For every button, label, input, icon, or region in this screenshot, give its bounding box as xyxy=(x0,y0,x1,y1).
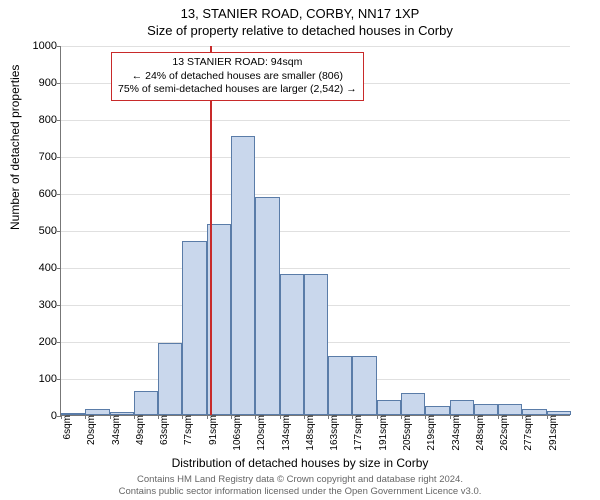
histogram-bar xyxy=(134,391,158,415)
footer-line: Contains HM Land Registry data © Crown c… xyxy=(0,474,600,486)
page-title: 13, STANIER ROAD, CORBY, NN17 1XP xyxy=(0,0,600,21)
y-tick-label: 400 xyxy=(39,262,61,274)
y-tick-label: 500 xyxy=(39,225,61,237)
x-tick-label: 262sqm xyxy=(497,415,510,451)
page-subtitle: Size of property relative to detached ho… xyxy=(0,21,600,38)
y-tick-label: 800 xyxy=(39,114,61,126)
x-tick-label: 134sqm xyxy=(279,415,292,451)
y-tick-label: 300 xyxy=(39,299,61,311)
footer-line: Contains public sector information licen… xyxy=(0,486,600,498)
x-tick-label: 77sqm xyxy=(181,415,194,445)
histogram-bar xyxy=(450,400,474,415)
x-tick-label: 63sqm xyxy=(157,415,170,445)
histogram-bar xyxy=(280,274,304,415)
x-tick-label: 219sqm xyxy=(424,415,437,451)
histogram-bar xyxy=(231,136,255,415)
footer-attribution: Contains HM Land Registry data © Crown c… xyxy=(0,474,600,498)
histogram-bar xyxy=(352,356,376,415)
histogram-bar xyxy=(304,274,328,415)
x-axis-label: Distribution of detached houses by size … xyxy=(0,456,600,470)
y-tick-label: 200 xyxy=(39,336,61,348)
annotation-line: 75% of semi-detached houses are larger (… xyxy=(118,83,357,97)
x-tick-label: 234sqm xyxy=(449,415,462,451)
histogram-bar xyxy=(328,356,352,415)
x-tick-label: 277sqm xyxy=(521,415,534,451)
annotation-line: 13 STANIER ROAD: 94sqm xyxy=(118,56,357,70)
histogram-bar xyxy=(377,400,401,415)
x-tick-label: 34sqm xyxy=(109,415,122,445)
x-tick-label: 91sqm xyxy=(206,415,219,445)
histogram-bar xyxy=(498,404,522,415)
annotation-line: ← 24% of detached houses are smaller (80… xyxy=(118,70,357,84)
x-tick-label: 205sqm xyxy=(400,415,413,451)
histogram-bar xyxy=(425,406,449,415)
y-axis-label: Number of detached properties xyxy=(8,65,22,230)
gridline xyxy=(61,157,570,158)
x-tick-label: 191sqm xyxy=(376,415,389,451)
histogram-bar xyxy=(401,393,425,415)
y-tick-label: 1000 xyxy=(33,40,61,52)
histogram-bar xyxy=(474,404,498,415)
histogram-bar xyxy=(182,241,206,415)
gridline xyxy=(61,268,570,269)
gridline xyxy=(61,231,570,232)
gridline xyxy=(61,194,570,195)
x-tick-label: 291sqm xyxy=(546,415,559,451)
x-tick-label: 248sqm xyxy=(473,415,486,451)
histogram-bar xyxy=(158,343,182,415)
y-tick-label: 100 xyxy=(39,373,61,385)
x-tick-label: 106sqm xyxy=(230,415,243,451)
x-tick-label: 177sqm xyxy=(351,415,364,451)
x-tick-label: 120sqm xyxy=(254,415,267,451)
x-tick-label: 49sqm xyxy=(133,415,146,445)
marker-line xyxy=(210,46,212,415)
y-tick-label: 900 xyxy=(39,77,61,89)
y-tick-label: 700 xyxy=(39,151,61,163)
x-tick-label: 6sqm xyxy=(60,415,73,439)
annotation-box: 13 STANIER ROAD: 94sqm← 24% of detached … xyxy=(111,52,364,101)
x-tick-label: 20sqm xyxy=(84,415,97,445)
x-tick-label: 163sqm xyxy=(327,415,340,451)
histogram-bar xyxy=(255,197,279,415)
gridline xyxy=(61,46,570,47)
x-tick-label: 148sqm xyxy=(303,415,316,451)
histogram-chart: 010020030040050060070080090010006sqm20sq… xyxy=(60,46,570,416)
gridline xyxy=(61,120,570,121)
y-tick-label: 600 xyxy=(39,188,61,200)
